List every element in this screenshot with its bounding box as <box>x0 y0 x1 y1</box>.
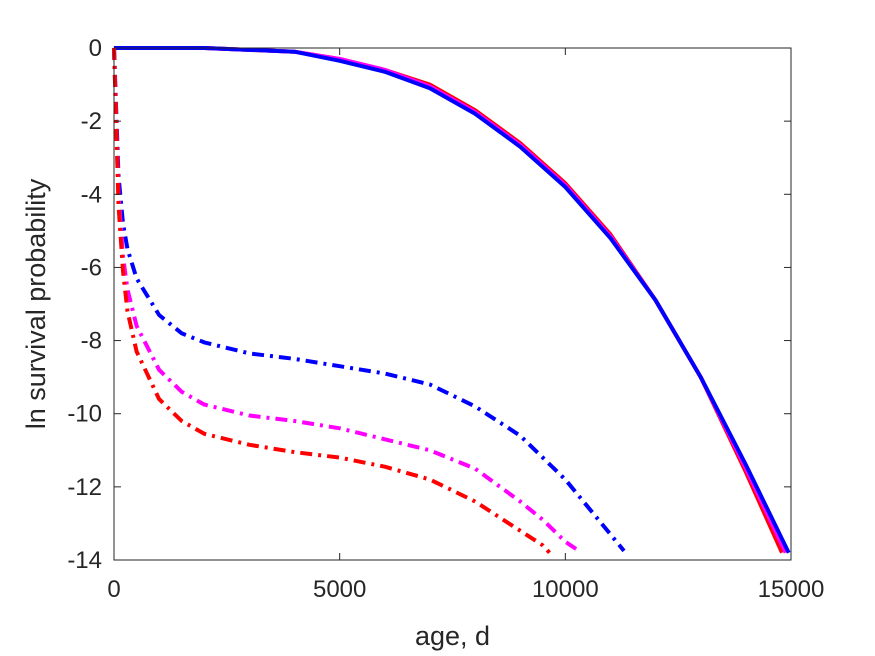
x-tick-label: 10000 <box>532 576 599 603</box>
y-tick-label: -2 <box>81 108 102 135</box>
series-line-3 <box>112 47 626 553</box>
y-tick-label: -12 <box>67 474 102 501</box>
x-tick-label: 5000 <box>313 576 366 603</box>
ticks-layer: 0 5000 10000 15000 0 -2 -4 -6 -8 -10 -12 -14 <box>67 35 824 603</box>
y-tick-label: -4 <box>81 181 102 208</box>
y-tick-label: -10 <box>67 401 102 428</box>
y-tick-label: 0 <box>89 35 102 62</box>
series-line-4 <box>112 47 581 553</box>
plot-frame <box>113 47 792 561</box>
x-tick-label: 15000 <box>758 576 825 603</box>
x-tick-label: 0 <box>107 576 120 603</box>
plot-area <box>114 48 791 560</box>
y-axis-title: ln survival probability <box>21 178 51 429</box>
y-tick-label: -6 <box>81 254 102 281</box>
series-line-2 <box>114 46 791 554</box>
y-tick-label: -8 <box>81 328 102 355</box>
series-layer <box>112 46 791 555</box>
y-tick-label: -14 <box>67 547 102 574</box>
x-axis-title: age, d <box>415 621 490 651</box>
